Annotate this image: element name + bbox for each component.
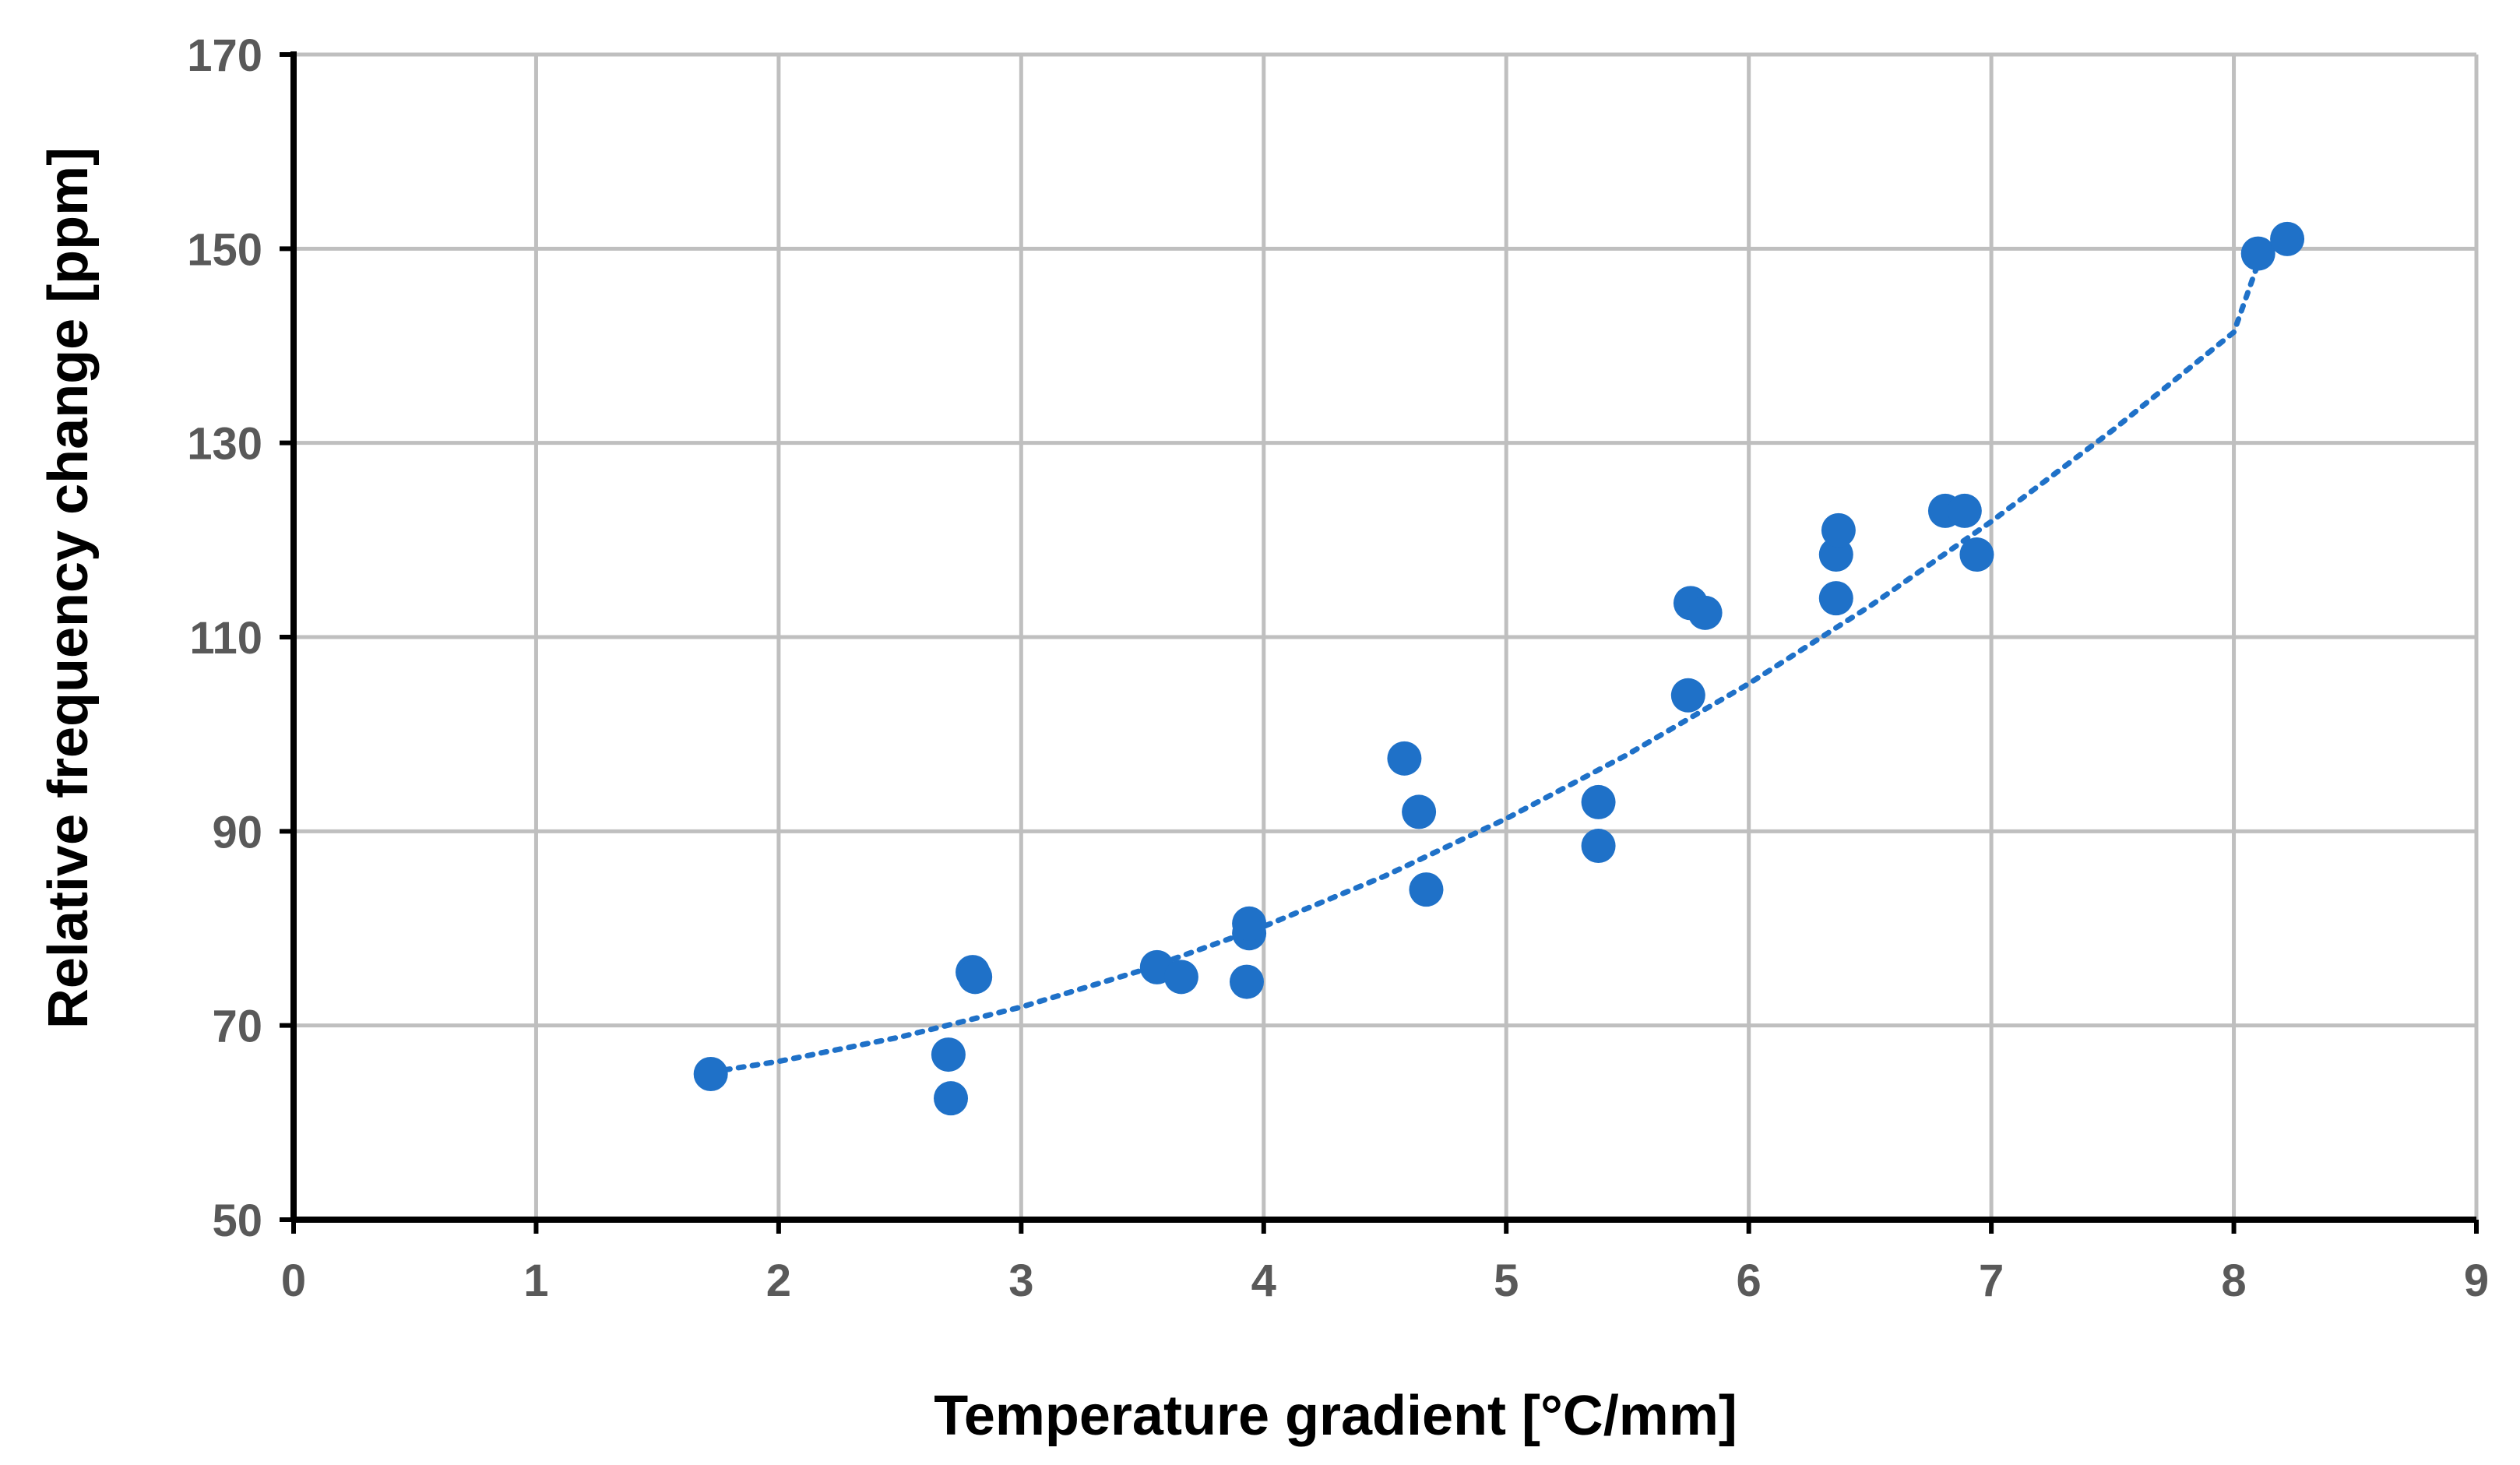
y-axis-title: Relative frequency change [ppm] [37,147,100,1029]
trendline [708,260,2261,1075]
y-tick-label: 70 [212,1002,262,1052]
data-point [1163,960,1198,995]
data-point [1959,537,1994,572]
y-tick-label: 110 [189,613,262,664]
data-point [1818,581,1853,616]
x-tick-label: 1 [523,1255,548,1306]
data-point [693,1057,728,1091]
data-point [1232,906,1267,941]
x-tick-label: 3 [1008,1255,1033,1306]
data-point [958,960,993,995]
y-tick-label: 170 [187,30,262,81]
y-tick-label: 150 [187,224,262,275]
grid [294,52,2479,1220]
x-axis-title: Temperature gradient [°C/mm] [934,1385,1737,1447]
data-point [1581,784,1616,819]
y-tick-label: 50 [212,1196,262,1246]
x-tick-label: 6 [1737,1255,1762,1306]
x-tick-label: 7 [1979,1255,2004,1306]
data-point [1229,964,1264,999]
trendline-layer [708,260,2261,1075]
x-tick-label: 0 [281,1255,306,1306]
data-point [1947,493,1982,528]
data-point [1670,678,1705,713]
data-point [1387,741,1422,776]
y-tick-label: 90 [212,807,262,858]
data-point [1688,595,1723,630]
y-tick-label: 130 [187,419,262,470]
tick-labels: 0 1 2 3 4 5 6 7 8 9 50 70 90 110 130 150 170 [187,30,2489,1306]
data-point [931,1037,966,1072]
data-point [1402,794,1437,829]
data-points [693,221,2305,1116]
data-point [1821,512,1856,548]
x-tick-label: 9 [2464,1255,2489,1306]
data-point [1409,872,1444,907]
x-tick-label: 4 [1251,1255,1276,1306]
data-point [934,1081,969,1116]
data-point [1581,829,1616,864]
data-point [2270,221,2305,256]
x-tick-label: 8 [2221,1255,2246,1306]
axes [280,51,2479,1234]
data-point [2240,236,2275,271]
x-tick-label: 5 [1494,1255,1519,1306]
x-tick-label: 2 [766,1255,791,1306]
